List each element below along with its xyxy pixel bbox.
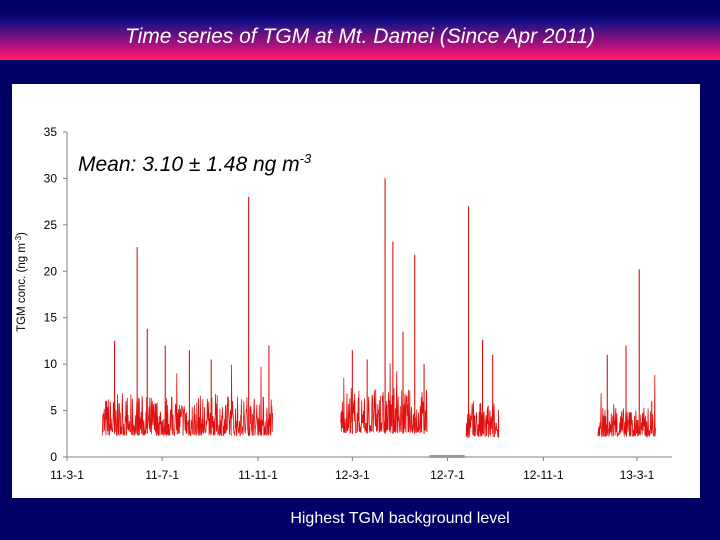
x-tick-label: 13-3-1 xyxy=(620,468,655,482)
mean-annotation-text: Mean: 3.10 ± 1.48 ng m xyxy=(78,153,300,176)
series-segment xyxy=(101,364,273,437)
series-segment xyxy=(597,374,656,438)
y-tick-label: 35 xyxy=(44,125,58,139)
mean-annotation-sup: -3 xyxy=(299,151,312,166)
y-tick-label: 30 xyxy=(44,171,58,185)
highlight-period-bar xyxy=(429,455,465,458)
y-tick-label: 20 xyxy=(44,264,58,278)
y-tick-label: 10 xyxy=(44,357,58,371)
series-segment xyxy=(340,363,428,434)
y-tick-label: 5 xyxy=(50,404,57,418)
footer-caption: Highest TGM background level xyxy=(290,510,510,527)
title-rule xyxy=(0,58,720,60)
x-tick-label: 11-11-1 xyxy=(238,468,278,482)
chart-axes: 0 5 10 15 20 25 30 35 11-3-1 11-7-1 11-11-1 12-3-1 1… xyxy=(44,125,672,482)
mean-annotation: Mean: 3.10 ± 1.48 ng m-3 xyxy=(78,146,312,178)
y-axis-label: TGM conc. (ng m-3) xyxy=(14,232,28,332)
x-tick-label: 12-3-1 xyxy=(335,468,370,482)
title-band xyxy=(0,0,720,78)
series-layer xyxy=(101,178,656,439)
highlight-layer xyxy=(429,455,465,458)
tgm-time-series-chart: 0 5 10 15 20 25 30 35 11-3-1 11-7-1 11-11-1 12-3-1 1… xyxy=(14,125,672,482)
x-tick-label: 12-11-1 xyxy=(523,468,564,482)
slide-title: Time series of TGM at Mt. Damei (Since A… xyxy=(124,25,596,48)
x-tick-label: 11-3-1 xyxy=(50,468,84,482)
y-tick-label: 15 xyxy=(44,311,58,325)
y-tick-label: 25 xyxy=(44,218,58,232)
x-tick-label: 11-7-1 xyxy=(145,468,179,482)
x-tick-label: 12-7-1 xyxy=(430,468,465,482)
y-tick-label: 0 xyxy=(50,450,57,464)
